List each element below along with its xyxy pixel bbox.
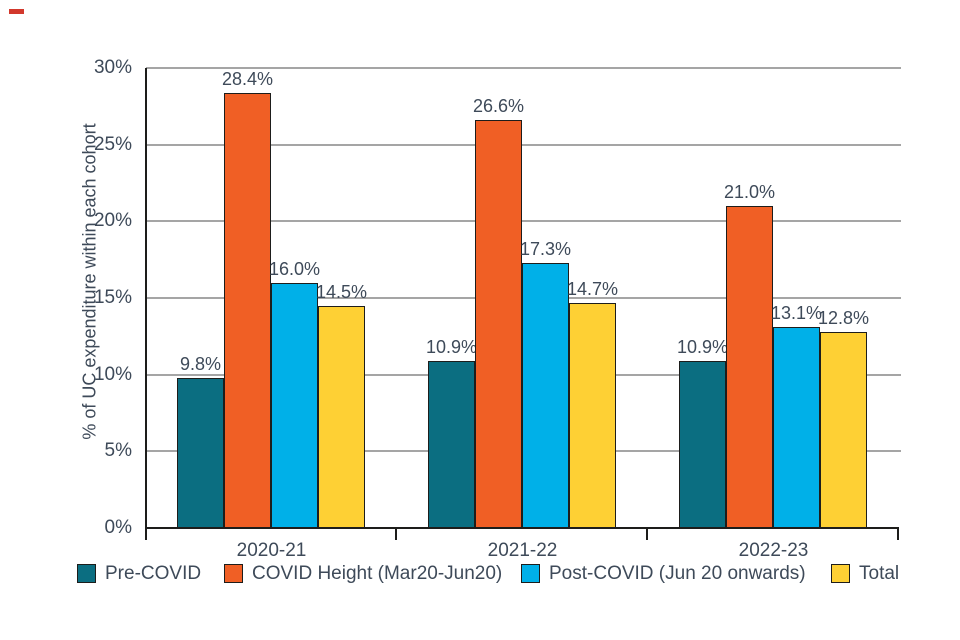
- bar: [820, 331, 867, 528]
- bar: [773, 327, 820, 528]
- legend-item-label: Total: [859, 563, 900, 584]
- gridline: [146, 220, 901, 223]
- bar-value-label: 16.0%: [268, 258, 321, 279]
- bar: [177, 377, 224, 528]
- bar-value-label: 13.1%: [770, 303, 823, 324]
- bar: [679, 360, 726, 528]
- gridline: [146, 143, 901, 146]
- bar: [569, 302, 616, 528]
- legend-item-label: Post-COVID (Jun 20 onwards): [549, 563, 806, 584]
- bar-value-label: 12.8%: [817, 307, 870, 328]
- bar: [428, 360, 475, 528]
- bar-value-label: 10.9%: [425, 336, 478, 357]
- bar-value-label: 17.3%: [519, 238, 572, 259]
- bar: [726, 206, 773, 528]
- x-tick-label: 2020-21: [236, 540, 307, 561]
- legend: Pre-COVID COVID Height (Mar20-Jun20) Post-…: [0, 563, 960, 589]
- x-tick-label: 2022-23: [738, 540, 809, 561]
- bar-value-label: 21.0%: [723, 182, 776, 202]
- bar-value-label: 9.8%: [179, 353, 222, 374]
- bar: [224, 92, 271, 528]
- legend-item-label: Pre-COVID: [105, 563, 202, 584]
- y-tick-label: 25%: [93, 133, 132, 155]
- legend-swatch: [77, 564, 96, 583]
- legend-item-label: COVID Height (Mar20-Jun20): [252, 563, 503, 584]
- legend-swatch: [831, 564, 850, 583]
- gridline: [146, 67, 901, 69]
- y-tick-label: 30%: [93, 57, 132, 78]
- y-axis-title: % of UC expenditure within each cohort: [79, 123, 100, 440]
- bar-value-label: 26.6%: [472, 96, 525, 117]
- x-axis-tick: [897, 528, 899, 540]
- bar-value-label: 14.7%: [566, 278, 619, 299]
- bar: [271, 282, 318, 528]
- x-axis-tick: [395, 528, 397, 540]
- y-tick-label: 20%: [93, 210, 132, 232]
- y-axis-line: [145, 68, 147, 540]
- legend-swatch: [521, 564, 540, 583]
- x-tick-label: 2021-22: [487, 540, 558, 561]
- y-tick-label: 5%: [104, 440, 132, 462]
- legend-swatch: [224, 564, 243, 583]
- bar: [318, 305, 365, 528]
- bar-value-label: 28.4%: [221, 68, 274, 89]
- x-axis-line: [145, 527, 899, 529]
- bar: [475, 120, 522, 528]
- y-tick-label: 10%: [93, 363, 132, 385]
- y-tick-label: 0%: [104, 517, 132, 538]
- bar-value-label: 14.5%: [315, 281, 368, 302]
- brand-mark: [9, 9, 24, 14]
- y-tick-label: 15%: [93, 287, 132, 308]
- bar-value-label: 10.9%: [676, 336, 729, 357]
- bar: [522, 262, 569, 528]
- x-axis-tick: [646, 528, 648, 540]
